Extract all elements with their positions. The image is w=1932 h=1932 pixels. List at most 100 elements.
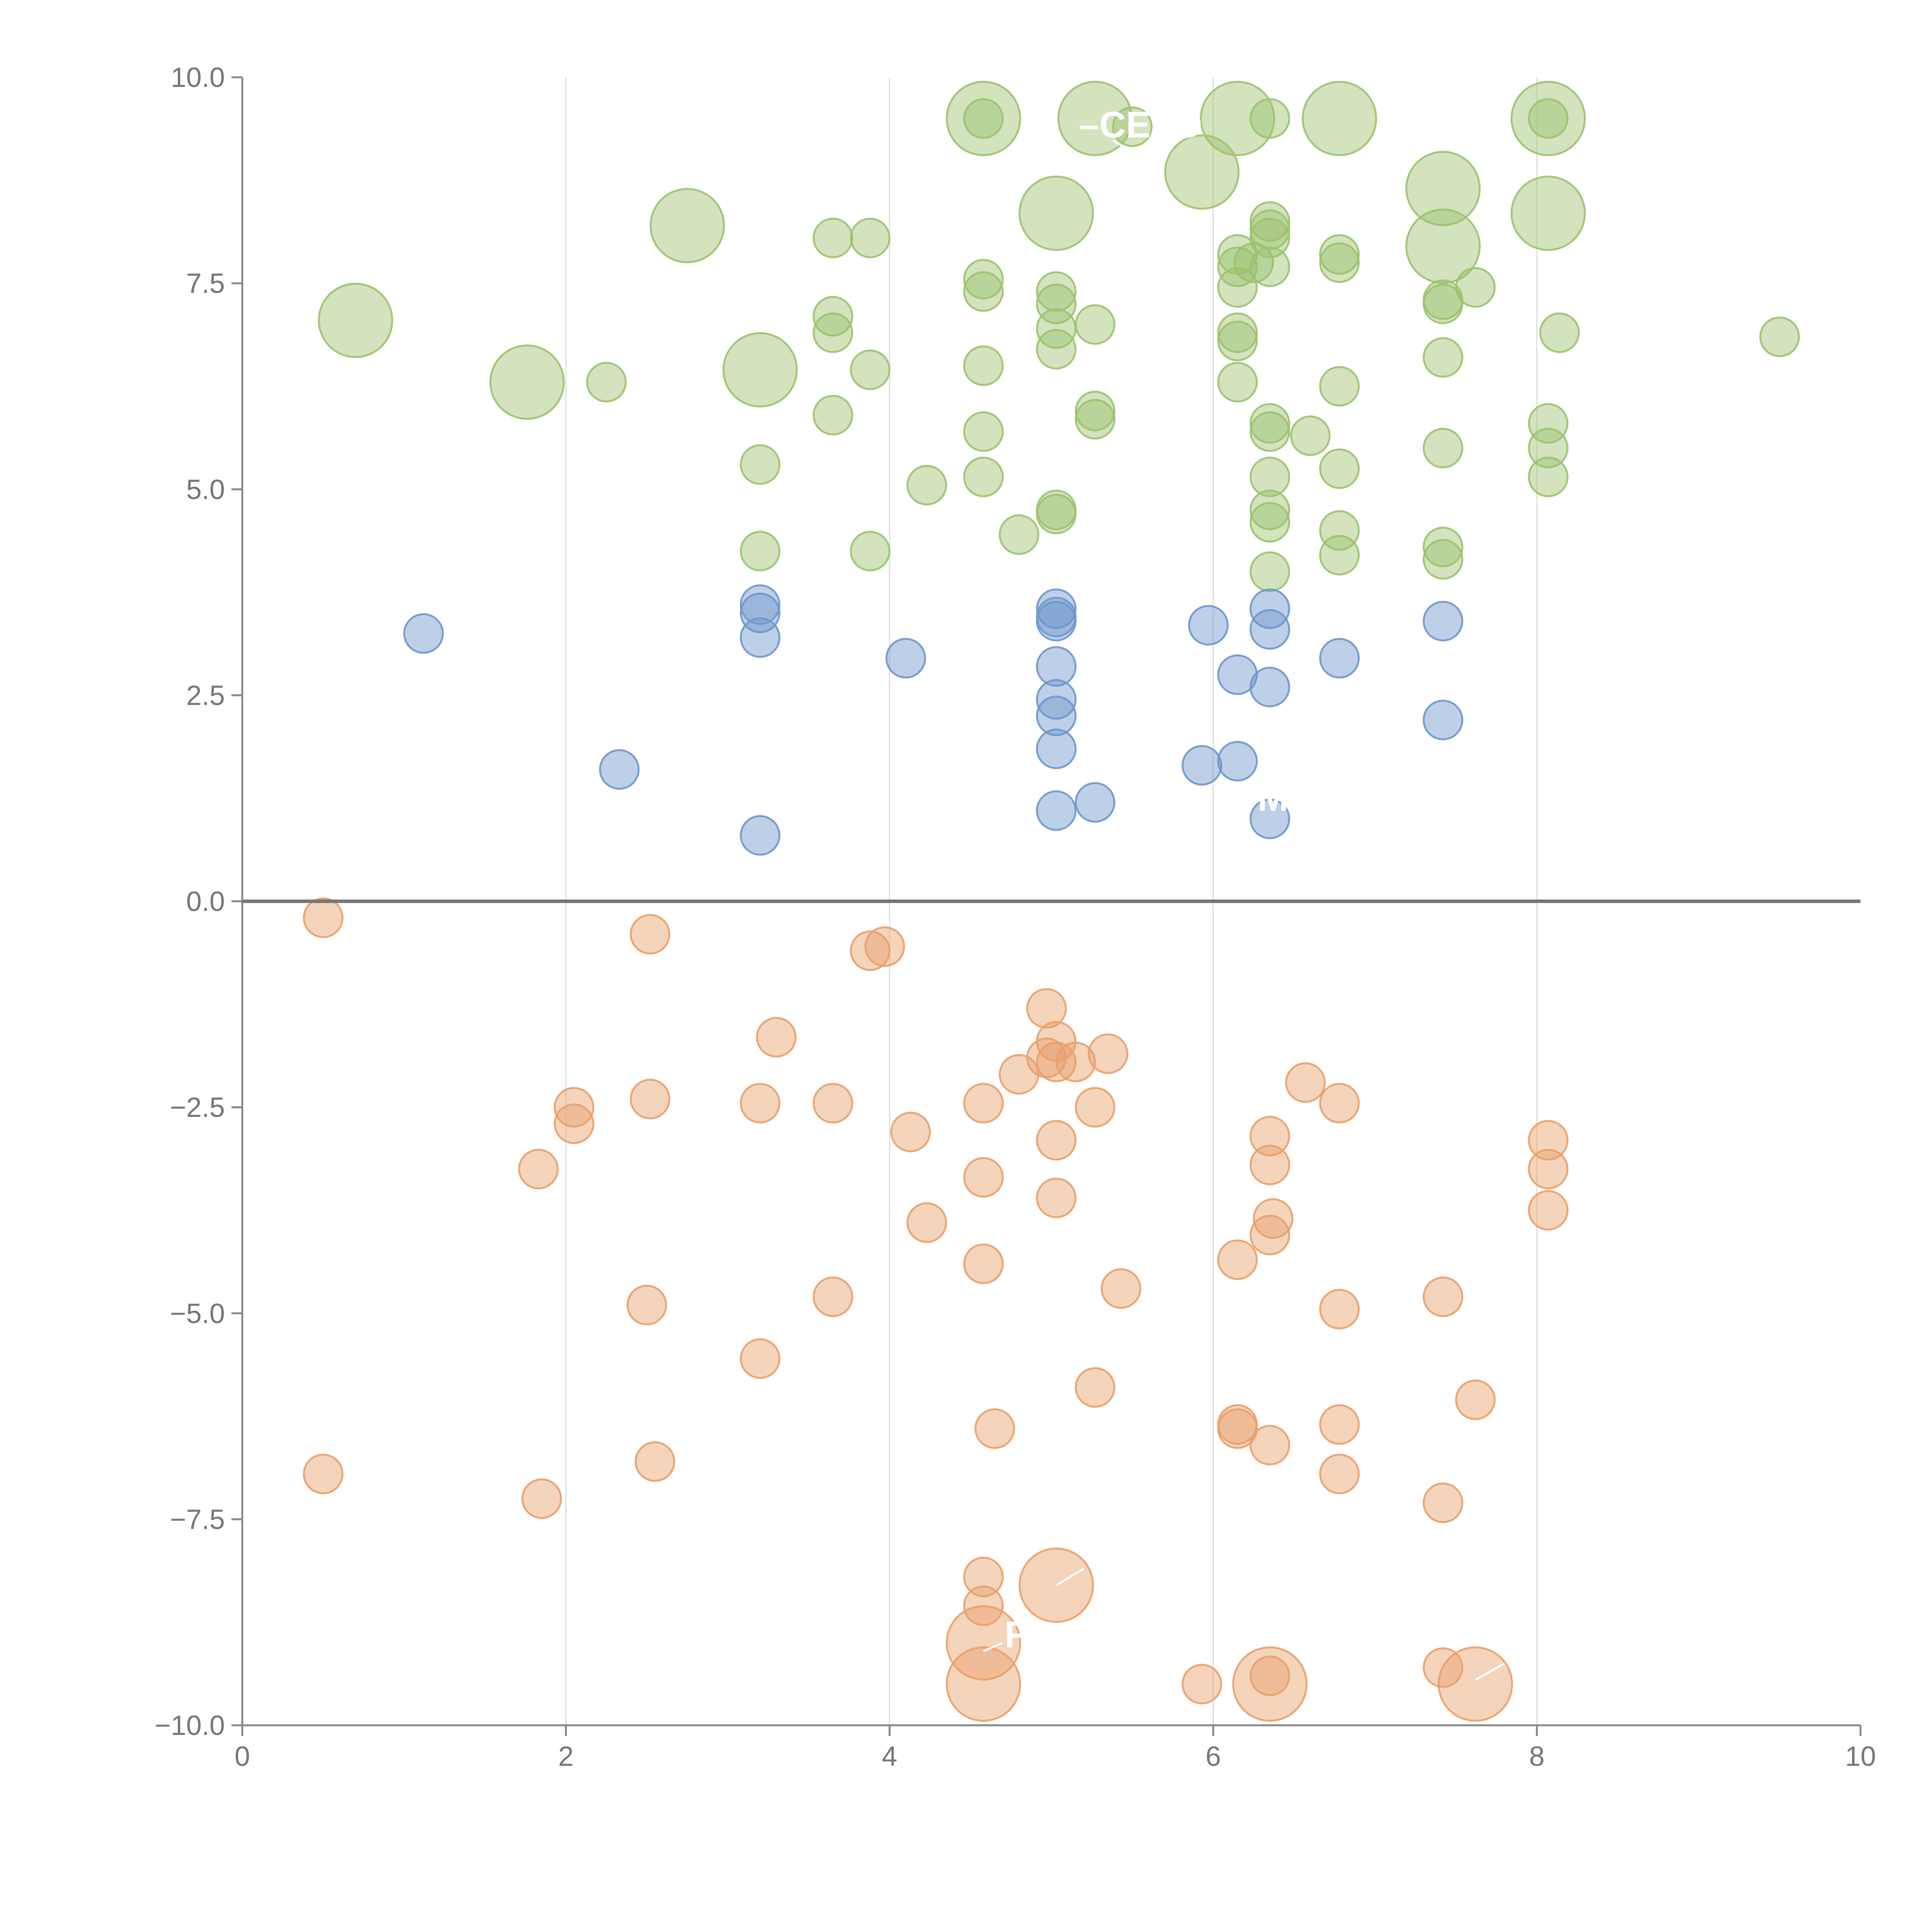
data-point-negative xyxy=(1100,1268,1141,1309)
data-point-high xyxy=(1036,493,1077,534)
data-point-low xyxy=(740,815,781,856)
data-point-low xyxy=(1217,741,1258,782)
data-point-high xyxy=(1422,337,1463,378)
annotation-leader xyxy=(1056,1568,1085,1586)
data-point-high xyxy=(850,349,891,390)
data-point-high xyxy=(963,271,1004,312)
data-point-negative xyxy=(1528,1149,1569,1190)
data-point-negative xyxy=(1285,1062,1326,1103)
axis-layer: 0 2 4 6 8 10 10.0 7.5 5.0 2.5 0.0 −2.5 −5.0 −7.5 −10.0 xyxy=(155,62,1876,1772)
data-point-negative xyxy=(554,1103,595,1144)
data-point-negative xyxy=(946,1605,1021,1681)
data-point-negative xyxy=(1249,1425,1290,1466)
data-point-negative xyxy=(303,897,344,938)
data-point-high xyxy=(1075,304,1116,345)
data-point-negative xyxy=(974,1408,1015,1449)
data-point-high xyxy=(963,456,1004,497)
data-point-negative xyxy=(518,1149,559,1190)
data-point-high xyxy=(1217,320,1258,361)
data-point-low xyxy=(740,584,781,625)
data-point-high xyxy=(1319,366,1360,407)
data-point-negative xyxy=(629,914,670,955)
data-point-high xyxy=(1249,502,1290,543)
data-point-high xyxy=(1217,267,1258,308)
data-point-negative xyxy=(740,1338,781,1379)
data-point-low xyxy=(740,617,781,658)
data-point-negative xyxy=(963,1243,1004,1284)
data-point-high xyxy=(1422,428,1463,469)
data-point-low xyxy=(1036,646,1077,687)
data-point-negative xyxy=(756,1017,797,1058)
data-point-low xyxy=(740,592,781,633)
data-point-high xyxy=(963,411,1004,452)
data-point-high xyxy=(1233,242,1274,283)
data-point-high xyxy=(740,444,781,485)
data-point-high xyxy=(1422,527,1463,568)
data-point-high xyxy=(813,312,854,353)
data-point-negative xyxy=(1036,1177,1077,1218)
x-tick-label: 10 xyxy=(1845,1741,1876,1772)
data-point-high xyxy=(1405,208,1481,284)
bubble-layer xyxy=(303,81,1800,1722)
data-point-negative xyxy=(946,1646,1021,1722)
data-point-negative xyxy=(1026,988,1067,1029)
data-point-negative xyxy=(963,1585,1004,1626)
data-point-high xyxy=(963,259,1004,299)
y-tick-label: −2.5 xyxy=(170,1092,225,1123)
data-point-high xyxy=(946,81,1021,156)
data-point-negative xyxy=(1055,1041,1096,1082)
data-point-negative xyxy=(1181,1663,1222,1704)
data-point-high xyxy=(1217,362,1258,403)
data-point-high xyxy=(1249,218,1290,259)
data-point-high xyxy=(1319,242,1360,283)
data-point-high xyxy=(1319,510,1360,551)
annotation-label: –CELO xyxy=(1078,104,1202,146)
y-tick-label: −10.0 xyxy=(155,1710,225,1741)
data-point-high xyxy=(1249,551,1290,592)
data-point-high xyxy=(850,531,891,571)
data-point-negative xyxy=(1249,1145,1290,1185)
annotation-label: C xyxy=(1054,1515,1081,1556)
data-point-low xyxy=(1217,654,1258,695)
data-point-high xyxy=(850,218,891,259)
data-point-high xyxy=(1036,329,1077,370)
data-point-high xyxy=(1036,308,1077,349)
data-point-low xyxy=(599,749,640,790)
data-point-low xyxy=(1075,782,1116,823)
data-point-negative xyxy=(890,1112,931,1153)
annotation-label: I xyxy=(1491,1618,1502,1659)
data-point-negative xyxy=(1075,1367,1116,1408)
data-point-negative xyxy=(1455,1379,1496,1420)
data-point-high xyxy=(813,218,854,259)
data-point-high xyxy=(1075,391,1116,432)
data-point-negative xyxy=(1528,1190,1569,1231)
data-point-high xyxy=(813,296,854,337)
data-point-high xyxy=(1075,399,1116,440)
data-point-low xyxy=(1036,728,1077,769)
data-point-negative xyxy=(1088,1033,1129,1074)
data-point-high xyxy=(650,188,725,264)
data-point-negative xyxy=(554,1087,595,1128)
data-point-negative xyxy=(813,1276,854,1317)
data-point-low xyxy=(1036,790,1077,831)
data-point-high xyxy=(1539,312,1580,353)
annotation-label: F xyxy=(1005,1614,1027,1655)
data-point-negative xyxy=(1319,1404,1360,1445)
data-point-high xyxy=(1057,81,1133,156)
data-point-high xyxy=(1528,456,1569,497)
data-point-high xyxy=(1019,175,1094,251)
data-point-high xyxy=(586,362,627,403)
data-point-negative xyxy=(963,1157,1004,1198)
y-tick-label: −5.0 xyxy=(170,1298,225,1329)
annotation-leader xyxy=(1475,1662,1505,1681)
data-point-high xyxy=(1164,134,1240,210)
y-tick-label: 5.0 xyxy=(186,474,225,505)
data-point-negative xyxy=(521,1478,562,1519)
data-point-high xyxy=(963,345,1004,386)
data-point-high xyxy=(1528,403,1569,444)
data-point-low xyxy=(885,638,926,679)
y-tick-label: 7.5 xyxy=(186,268,225,299)
data-point-negative xyxy=(1422,1647,1463,1688)
data-point-high xyxy=(1405,151,1481,226)
data-point-high xyxy=(813,395,854,435)
